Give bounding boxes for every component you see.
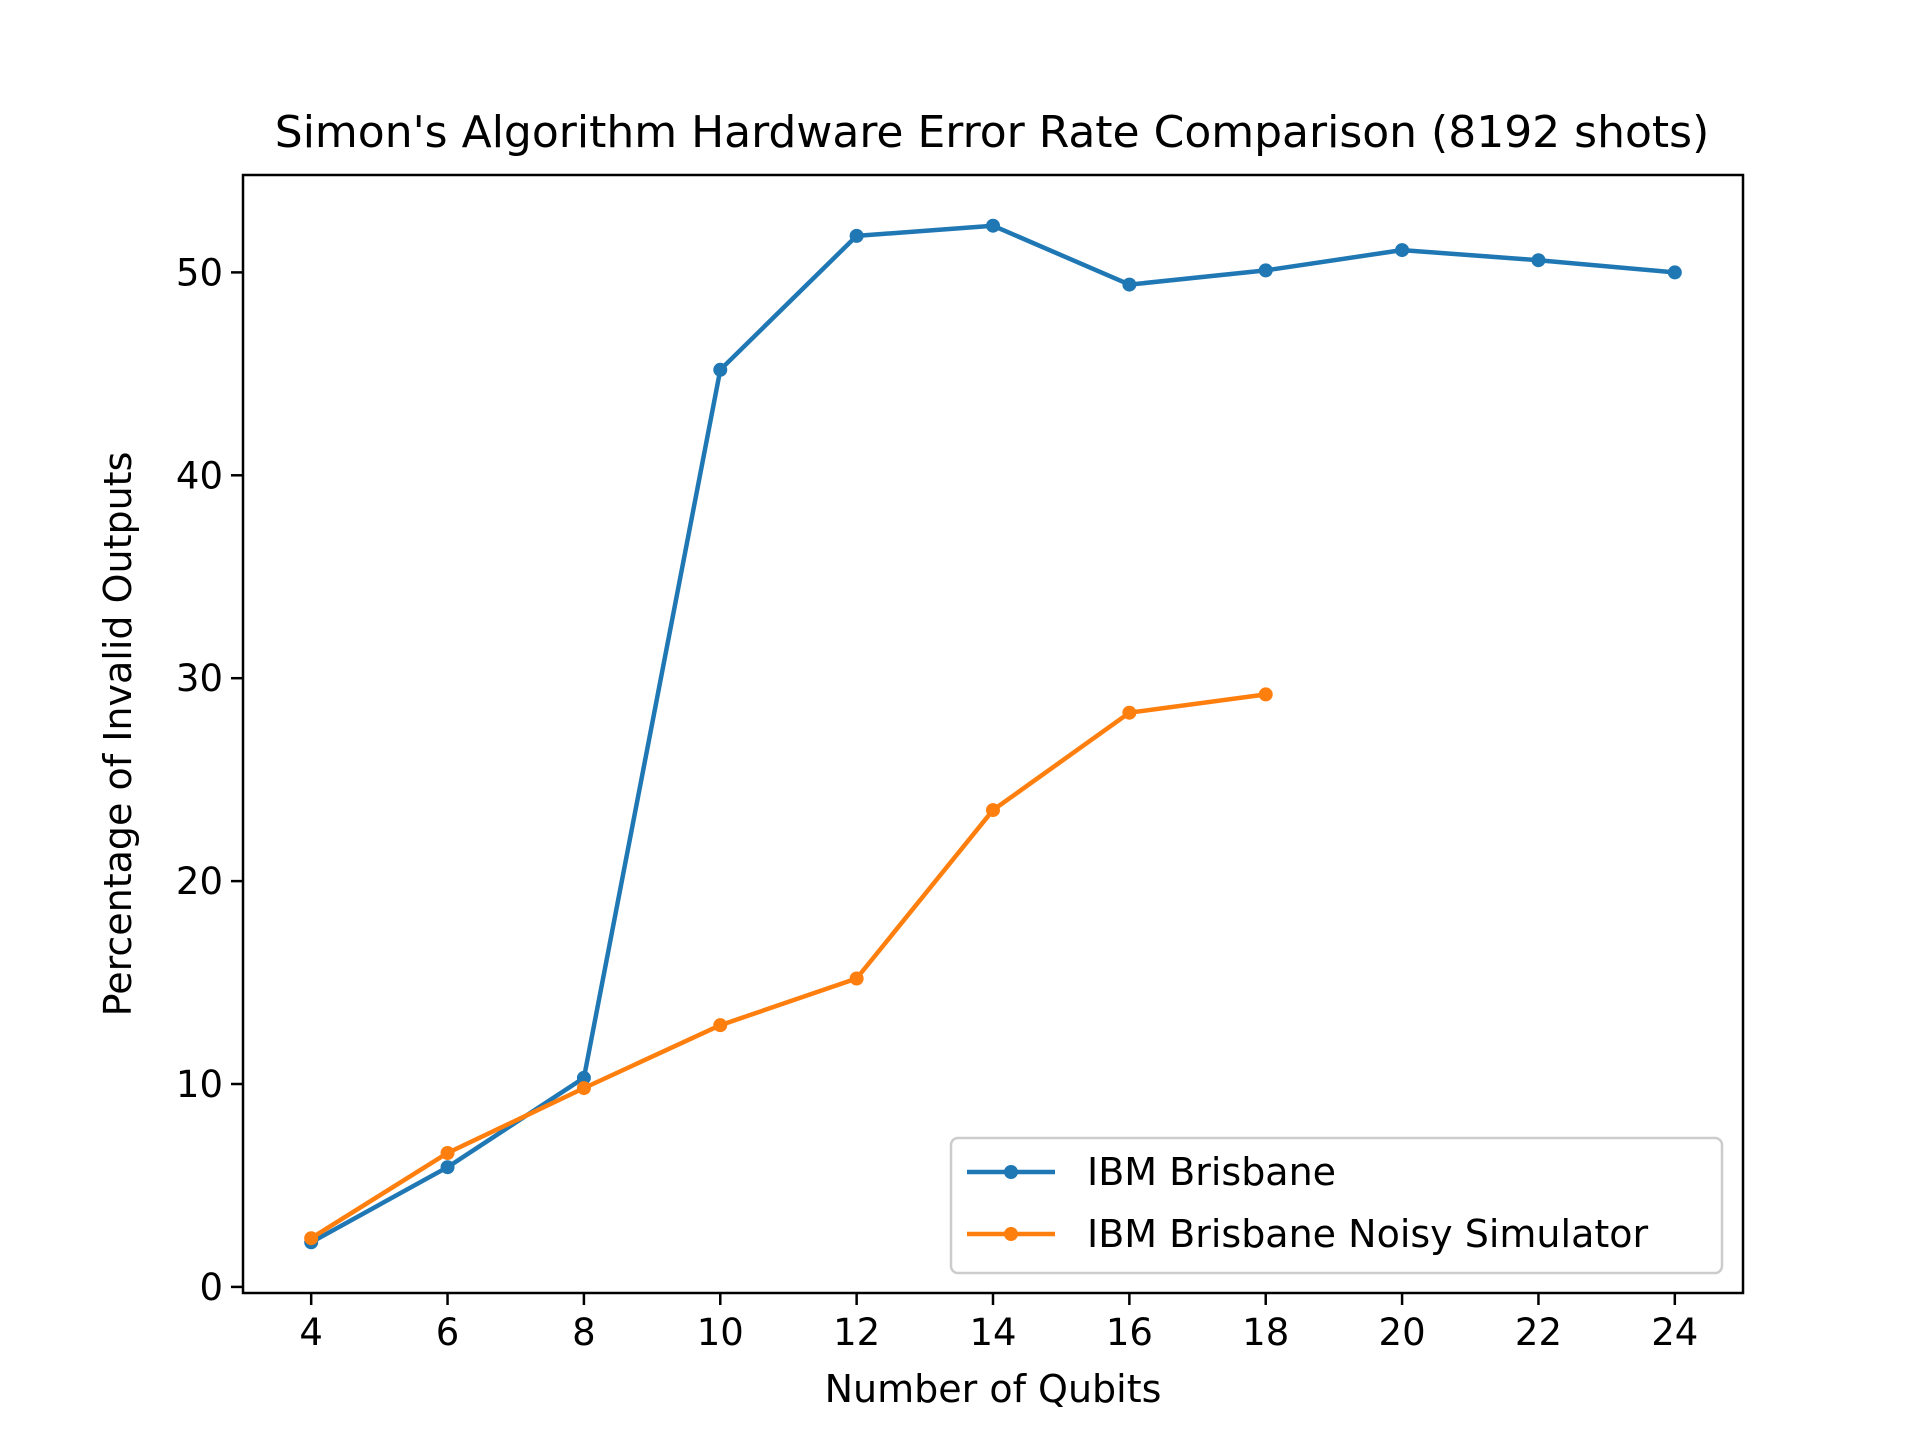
legend-box [949, 1136, 1724, 1275]
data-point-ibm-brisbane [576, 1070, 591, 1085]
data-point-ibm-brisbane [1395, 243, 1410, 258]
y-tick-label: 30 [176, 657, 223, 700]
data-point-ibm-brisbane [1122, 277, 1137, 292]
series-layer [304, 218, 1682, 1250]
legend: IBM Brisbane IBM Brisbane Noisy Simulato… [949, 1136, 1724, 1275]
x-tick-label: 20 [1379, 1311, 1426, 1354]
x-tick-label: 6 [436, 1311, 460, 1354]
data-point-noisy-simulator [986, 803, 1000, 818]
y-tick-label: 40 [176, 454, 223, 497]
data-point-ibm-brisbane [1667, 265, 1682, 280]
x-tick-label: 14 [969, 1311, 1016, 1354]
y-tick-label: 0 [199, 1266, 223, 1309]
chart-title: Simon's Algorithm Hardware Error Rate Co… [275, 107, 1709, 158]
y-axis-label: Percentage of Invalid Outputs [96, 452, 140, 1017]
data-point-noisy-simulator [440, 1145, 455, 1160]
data-point-noisy-simulator [1258, 687, 1273, 702]
data-point-noisy-simulator [713, 1018, 728, 1033]
y-tick-label: 10 [176, 1063, 223, 1106]
x-axis-label: Number of Qubits [825, 1367, 1162, 1411]
x-tick-label: 24 [1651, 1311, 1698, 1354]
x-tick-label: 16 [1106, 1311, 1153, 1354]
x-tick-label: 8 [572, 1311, 596, 1354]
legend-marker-ibm-brisbane [1004, 1165, 1018, 1179]
data-point-ibm-brisbane [713, 362, 728, 377]
data-point-ibm-brisbane [1258, 263, 1273, 278]
data-point-ibm-brisbane [849, 228, 864, 243]
y-axis-ticks: 0 10 20 30 40 50 [176, 251, 243, 1309]
x-tick-label: 22 [1515, 1311, 1562, 1354]
y-tick-label: 20 [176, 860, 223, 903]
x-tick-label: 10 [697, 1311, 744, 1354]
data-point-noisy-simulator [304, 1231, 319, 1246]
data-point-noisy-simulator [576, 1081, 591, 1096]
legend-marker-noisy-simulator [1004, 1227, 1018, 1241]
x-tick-label: 4 [299, 1311, 323, 1354]
legend-label-noisy-simulator: IBM Brisbane Noisy Simulator [1087, 1212, 1649, 1256]
x-axis-ticks: 4 6 8 10 12 14 16 18 20 22 24 [299, 1293, 1698, 1354]
plot-frame [241, 173, 1745, 1295]
legend-label-ibm-brisbane: IBM Brisbane [1087, 1150, 1336, 1194]
data-point-ibm-brisbane [440, 1160, 455, 1175]
series-line-noisy-simulator [308, 691, 1269, 1242]
x-tick-label: 12 [833, 1311, 880, 1354]
data-point-ibm-brisbane [986, 218, 1000, 233]
x-tick-label: 18 [1242, 1311, 1289, 1354]
data-point-noisy-simulator [1122, 705, 1137, 720]
y-tick-label: 50 [176, 251, 223, 294]
data-point-noisy-simulator [849, 971, 864, 986]
data-point-ibm-brisbane [1531, 253, 1546, 268]
